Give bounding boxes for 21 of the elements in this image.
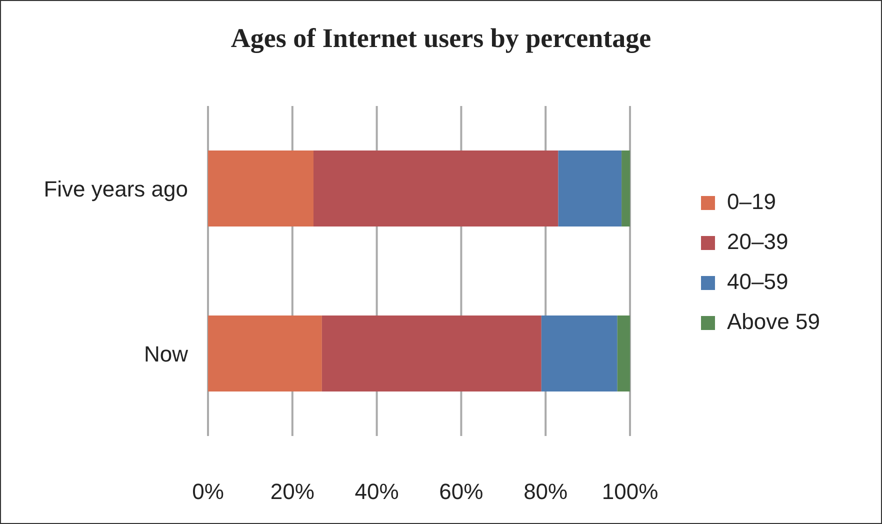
legend-label: Above 59 [727, 309, 820, 334]
x-tick-label: 20% [270, 479, 314, 504]
bar [314, 150, 558, 227]
y-tick-label: Now [144, 341, 188, 366]
x-tick-label: 60% [439, 479, 484, 504]
bar [208, 150, 314, 227]
x-tick-label: 40% [354, 479, 399, 504]
x-tick-label: 0% [192, 479, 224, 504]
chart-title: Ages of Internet users by percentage [230, 23, 652, 54]
legend-label: 40–59 [727, 269, 788, 294]
x-tick-label: 80% [524, 479, 568, 504]
bar [541, 316, 618, 392]
bar [322, 316, 542, 392]
bar [622, 150, 630, 227]
x-tick-label: 100% [602, 479, 658, 504]
bar [208, 316, 322, 392]
bar [558, 150, 622, 227]
y-tick-label: Five years ago [44, 176, 188, 202]
bar [617, 316, 630, 392]
legend-label: 0–19 [727, 189, 776, 214]
legend-label: 20–39 [727, 229, 788, 254]
